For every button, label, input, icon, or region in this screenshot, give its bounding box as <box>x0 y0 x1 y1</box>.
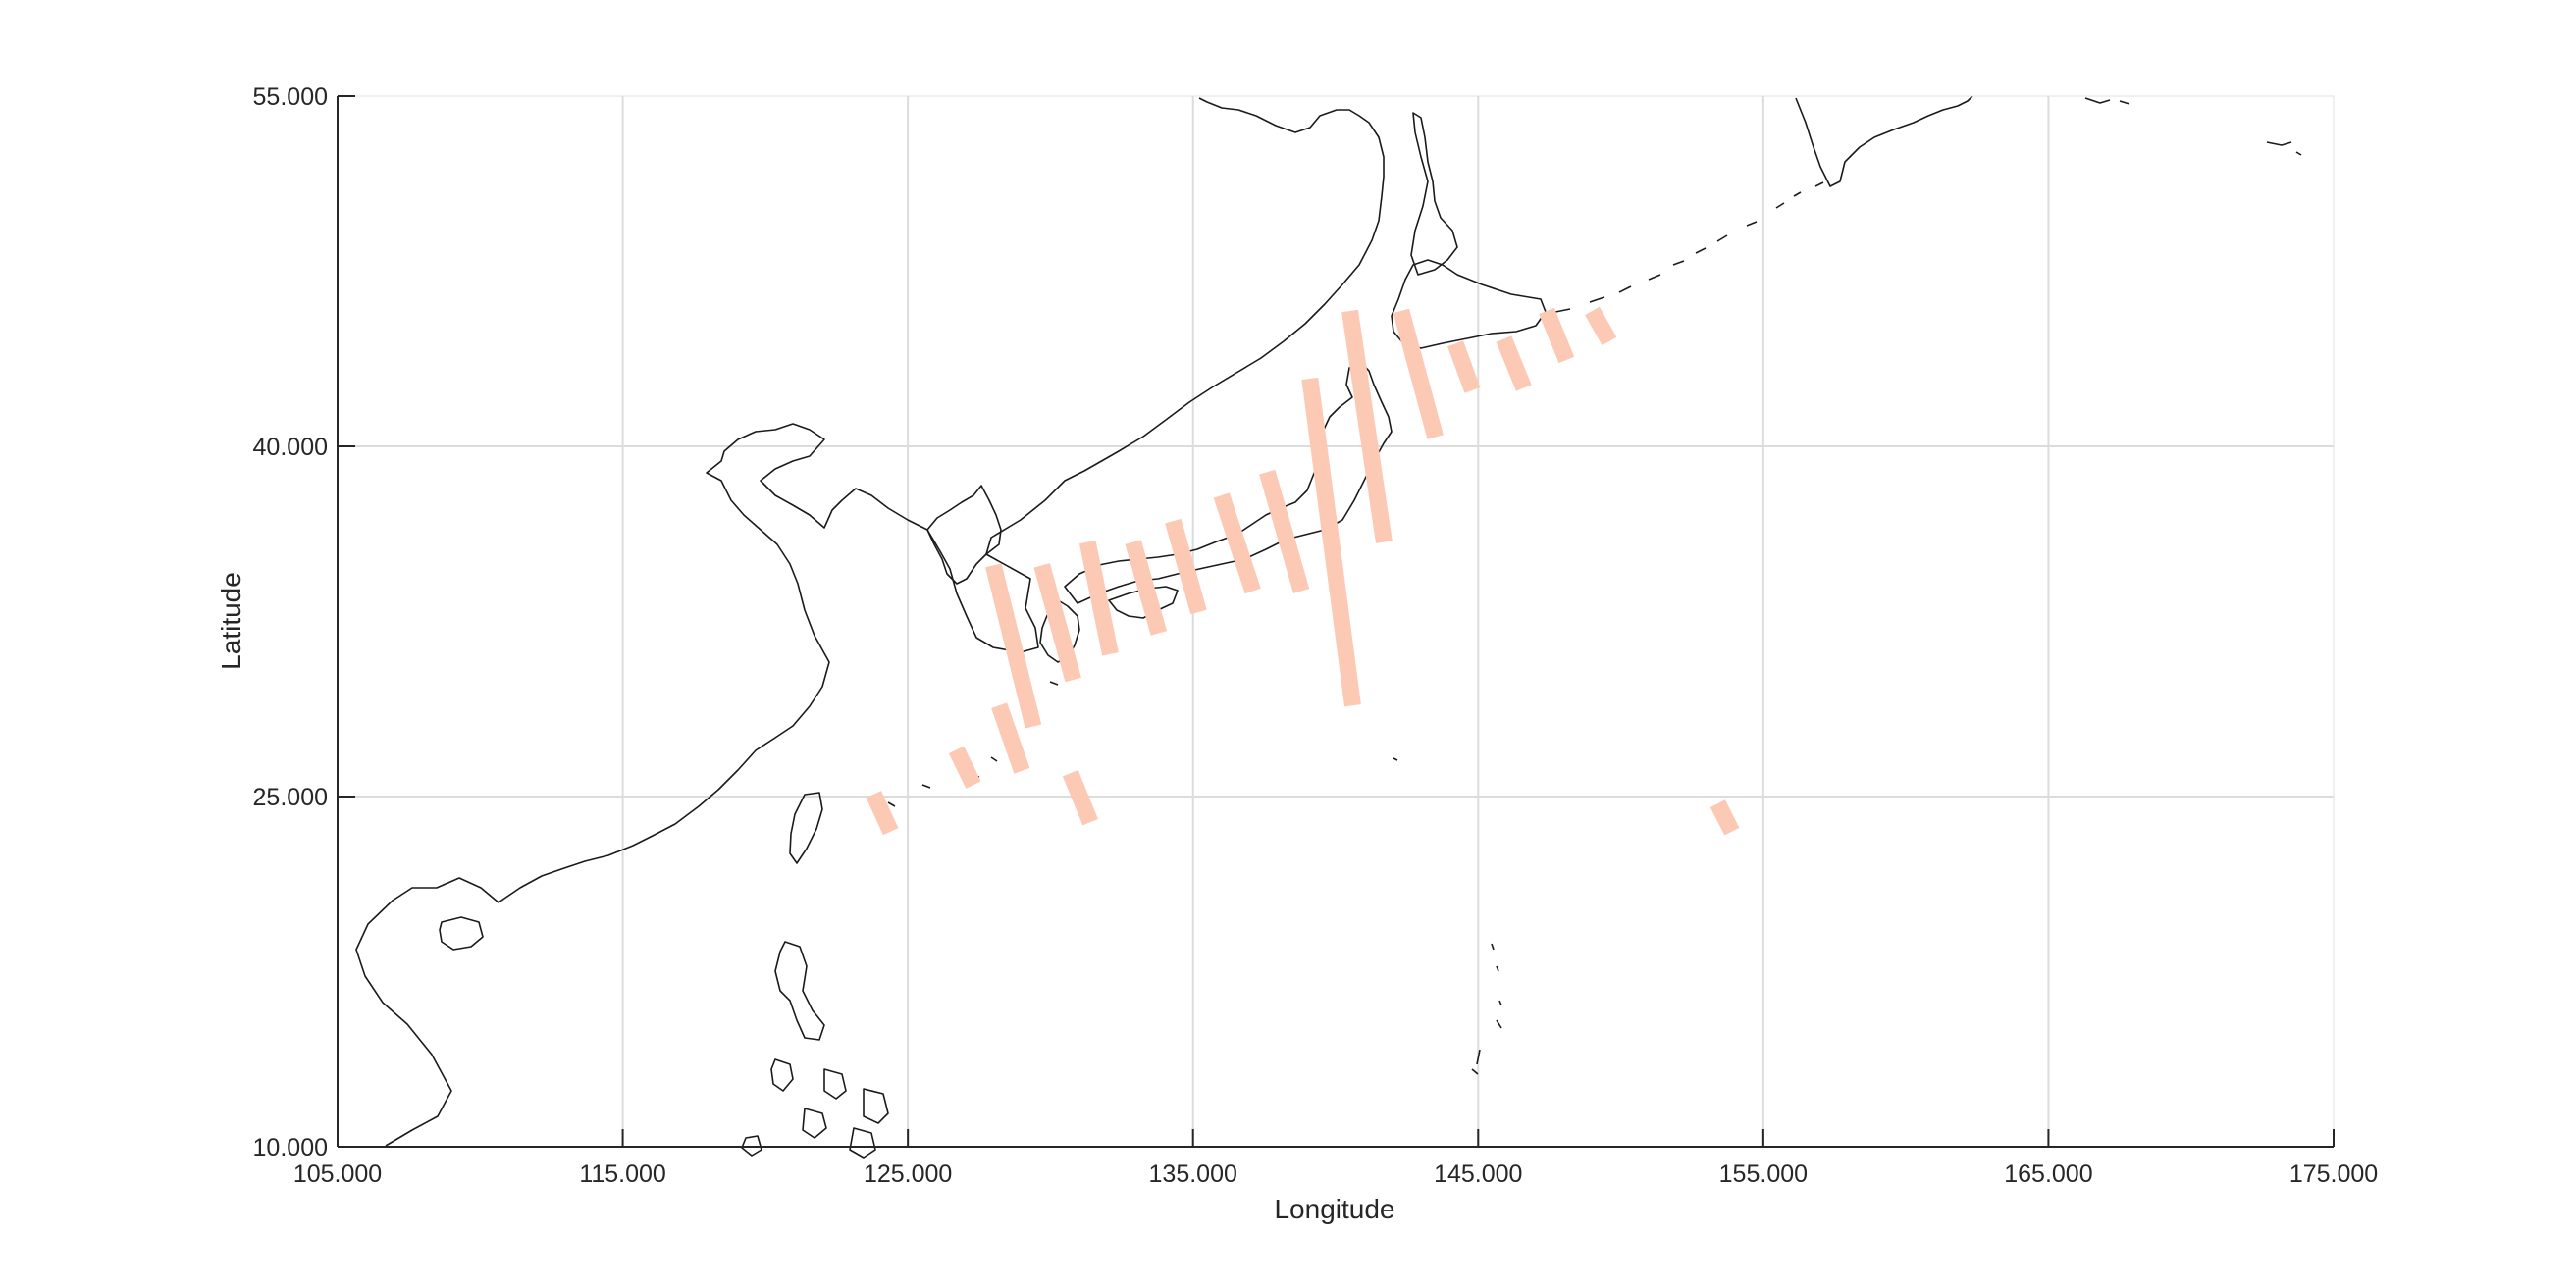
coastline-asia-mainland <box>355 97 1385 1147</box>
x-tick-label: 165.000 <box>2004 1160 2092 1188</box>
swath-segment <box>1709 799 1740 836</box>
x-ticks: 105.000 115.000 125.000 135.000 145.000 155.0… <box>293 1129 2378 1188</box>
coastline-sakhalin <box>1410 112 1458 276</box>
swath-segment <box>1213 492 1261 594</box>
coastline-korea <box>926 485 1002 585</box>
coastline-kuril-islands <box>1554 181 1824 313</box>
grid-lines <box>338 96 2334 1147</box>
y-tick-label: 55.000 <box>253 83 328 111</box>
x-tick-label: 145.000 <box>1434 1160 1522 1188</box>
swath-layer <box>866 306 1740 836</box>
y-tick-label: 10.000 <box>253 1134 328 1161</box>
y-tick-label: 25.000 <box>253 784 328 811</box>
swath-segment <box>1078 540 1119 656</box>
y-ticks: 10.000 25.000 40.000 55.000 <box>253 83 355 1161</box>
swath-segment <box>1033 563 1081 683</box>
x-axis-title: Longitude <box>1274 1194 1394 1224</box>
coastline-visayas <box>741 1058 889 1159</box>
coastlines <box>355 95 2302 1159</box>
axes <box>337 95 2335 1148</box>
coastline-taiwan <box>789 792 823 864</box>
swath-segment <box>866 791 899 836</box>
coastline-kamchatka <box>1795 95 1973 187</box>
swath-segment <box>1062 769 1098 826</box>
coastline-luzon <box>774 941 825 1041</box>
x-tick-label: 135.000 <box>1149 1160 1237 1188</box>
swath-segment <box>1125 540 1168 636</box>
swath-segment <box>985 563 1042 729</box>
swath-segment <box>1259 469 1310 593</box>
x-tick-label: 105.000 <box>293 1160 382 1188</box>
x-tick-label: 175.000 <box>2289 1160 2378 1188</box>
swath-segment <box>1539 307 1575 364</box>
swath-segment <box>948 746 981 789</box>
y-axis-title: Latitude <box>216 572 246 670</box>
swath-segment <box>1496 335 1532 391</box>
coastline-hainan <box>439 916 484 951</box>
x-tick-label: 155.000 <box>1719 1160 1808 1188</box>
swath-segment <box>1585 306 1617 346</box>
swath-segment <box>991 702 1030 774</box>
swath-segment <box>1393 308 1444 439</box>
coastline-pacific-islets <box>1393 757 1502 1075</box>
x-tick-label: 115.000 <box>579 1160 666 1188</box>
swath-segment <box>1301 377 1361 707</box>
swath-segment <box>1341 309 1393 543</box>
x-tick-label: 125.000 <box>864 1160 952 1188</box>
swath-segment <box>1447 340 1481 393</box>
y-tick-label: 40.000 <box>253 434 328 461</box>
coastline-hokkaido <box>1391 259 1547 349</box>
swath-segment <box>1165 518 1207 615</box>
coastline-aleutian-islets <box>2084 97 2302 156</box>
